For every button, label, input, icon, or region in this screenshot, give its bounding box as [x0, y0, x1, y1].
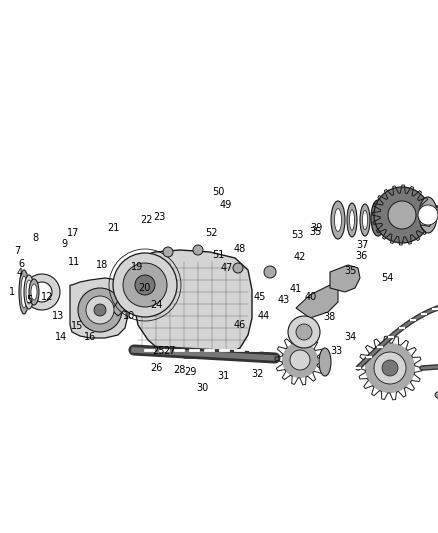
Text: 28: 28 — [173, 366, 186, 375]
Text: 23: 23 — [154, 213, 166, 222]
Ellipse shape — [319, 348, 331, 376]
Text: 11: 11 — [67, 257, 80, 267]
Circle shape — [193, 245, 203, 255]
Text: 5: 5 — [27, 295, 33, 304]
Polygon shape — [296, 285, 338, 318]
Text: 30: 30 — [196, 383, 208, 393]
Ellipse shape — [419, 197, 437, 233]
Circle shape — [233, 263, 243, 273]
Text: 38: 38 — [323, 312, 336, 322]
Ellipse shape — [363, 211, 367, 230]
Ellipse shape — [360, 204, 370, 236]
Text: 6: 6 — [19, 259, 25, 269]
Text: 15: 15 — [71, 321, 83, 331]
Text: 19: 19 — [131, 262, 143, 271]
Text: 47: 47 — [221, 263, 233, 272]
Ellipse shape — [21, 276, 27, 308]
Ellipse shape — [19, 270, 29, 314]
Text: 31: 31 — [217, 371, 230, 381]
Text: 35: 35 — [344, 266, 357, 276]
Text: 44: 44 — [258, 311, 270, 320]
Ellipse shape — [31, 284, 37, 300]
Circle shape — [365, 343, 415, 393]
Circle shape — [380, 193, 424, 237]
Text: 42: 42 — [294, 252, 306, 262]
Text: 9: 9 — [62, 239, 68, 249]
Text: 46: 46 — [234, 320, 246, 330]
Text: 53: 53 — [291, 230, 303, 239]
Circle shape — [86, 296, 114, 324]
Text: 49: 49 — [219, 200, 232, 210]
Text: 29: 29 — [184, 367, 197, 377]
Polygon shape — [133, 250, 252, 358]
Text: 25: 25 — [152, 346, 165, 356]
Text: 34: 34 — [344, 332, 357, 342]
Text: 16: 16 — [84, 332, 96, 342]
Text: 41: 41 — [290, 284, 302, 294]
Text: 50: 50 — [212, 187, 224, 197]
Ellipse shape — [371, 200, 385, 236]
Text: 52: 52 — [205, 229, 217, 238]
Circle shape — [264, 266, 276, 278]
Text: 4: 4 — [17, 269, 23, 278]
Text: 48: 48 — [234, 245, 246, 254]
Text: 36: 36 — [355, 251, 367, 261]
Ellipse shape — [26, 280, 32, 304]
Text: 51: 51 — [212, 250, 224, 260]
Text: 13: 13 — [52, 311, 64, 320]
Text: 35: 35 — [309, 227, 321, 237]
Circle shape — [296, 324, 312, 340]
Circle shape — [32, 282, 52, 302]
Text: 14: 14 — [55, 332, 67, 342]
Ellipse shape — [435, 391, 438, 399]
Text: 18: 18 — [95, 261, 108, 270]
Circle shape — [282, 342, 318, 378]
Ellipse shape — [29, 279, 39, 305]
Circle shape — [418, 205, 438, 225]
Text: 21: 21 — [107, 223, 119, 233]
Circle shape — [135, 275, 155, 295]
Text: 39: 39 — [310, 223, 322, 233]
Text: 40: 40 — [305, 293, 317, 302]
Circle shape — [123, 263, 167, 307]
Ellipse shape — [350, 210, 354, 230]
Text: 43: 43 — [278, 295, 290, 304]
Ellipse shape — [331, 201, 345, 239]
Text: 33: 33 — [330, 346, 343, 356]
Ellipse shape — [24, 275, 34, 309]
Circle shape — [288, 316, 320, 348]
Ellipse shape — [335, 208, 342, 231]
Text: 10: 10 — [123, 311, 135, 320]
Polygon shape — [330, 265, 360, 292]
Text: 12: 12 — [41, 293, 53, 302]
Ellipse shape — [347, 203, 357, 237]
Circle shape — [374, 352, 406, 384]
Text: 45: 45 — [253, 293, 265, 302]
Text: 27: 27 — [164, 346, 176, 356]
Circle shape — [113, 253, 177, 317]
Circle shape — [374, 187, 430, 243]
Text: 22: 22 — [141, 215, 153, 224]
Circle shape — [290, 350, 310, 370]
Text: 26: 26 — [151, 363, 163, 373]
Text: 1: 1 — [9, 287, 15, 297]
Circle shape — [24, 274, 60, 310]
Text: 54: 54 — [381, 273, 394, 283]
Text: 32: 32 — [251, 369, 264, 379]
Polygon shape — [70, 278, 128, 338]
Text: 24: 24 — [151, 300, 163, 310]
Circle shape — [163, 247, 173, 257]
Circle shape — [94, 304, 106, 316]
Text: 20: 20 — [138, 283, 151, 293]
Polygon shape — [112, 290, 133, 316]
Text: 8: 8 — [33, 233, 39, 243]
Text: 37: 37 — [357, 240, 369, 250]
Circle shape — [388, 201, 416, 229]
Circle shape — [382, 360, 398, 376]
Text: 7: 7 — [14, 246, 21, 255]
Text: 17: 17 — [67, 229, 80, 238]
Circle shape — [78, 288, 122, 332]
